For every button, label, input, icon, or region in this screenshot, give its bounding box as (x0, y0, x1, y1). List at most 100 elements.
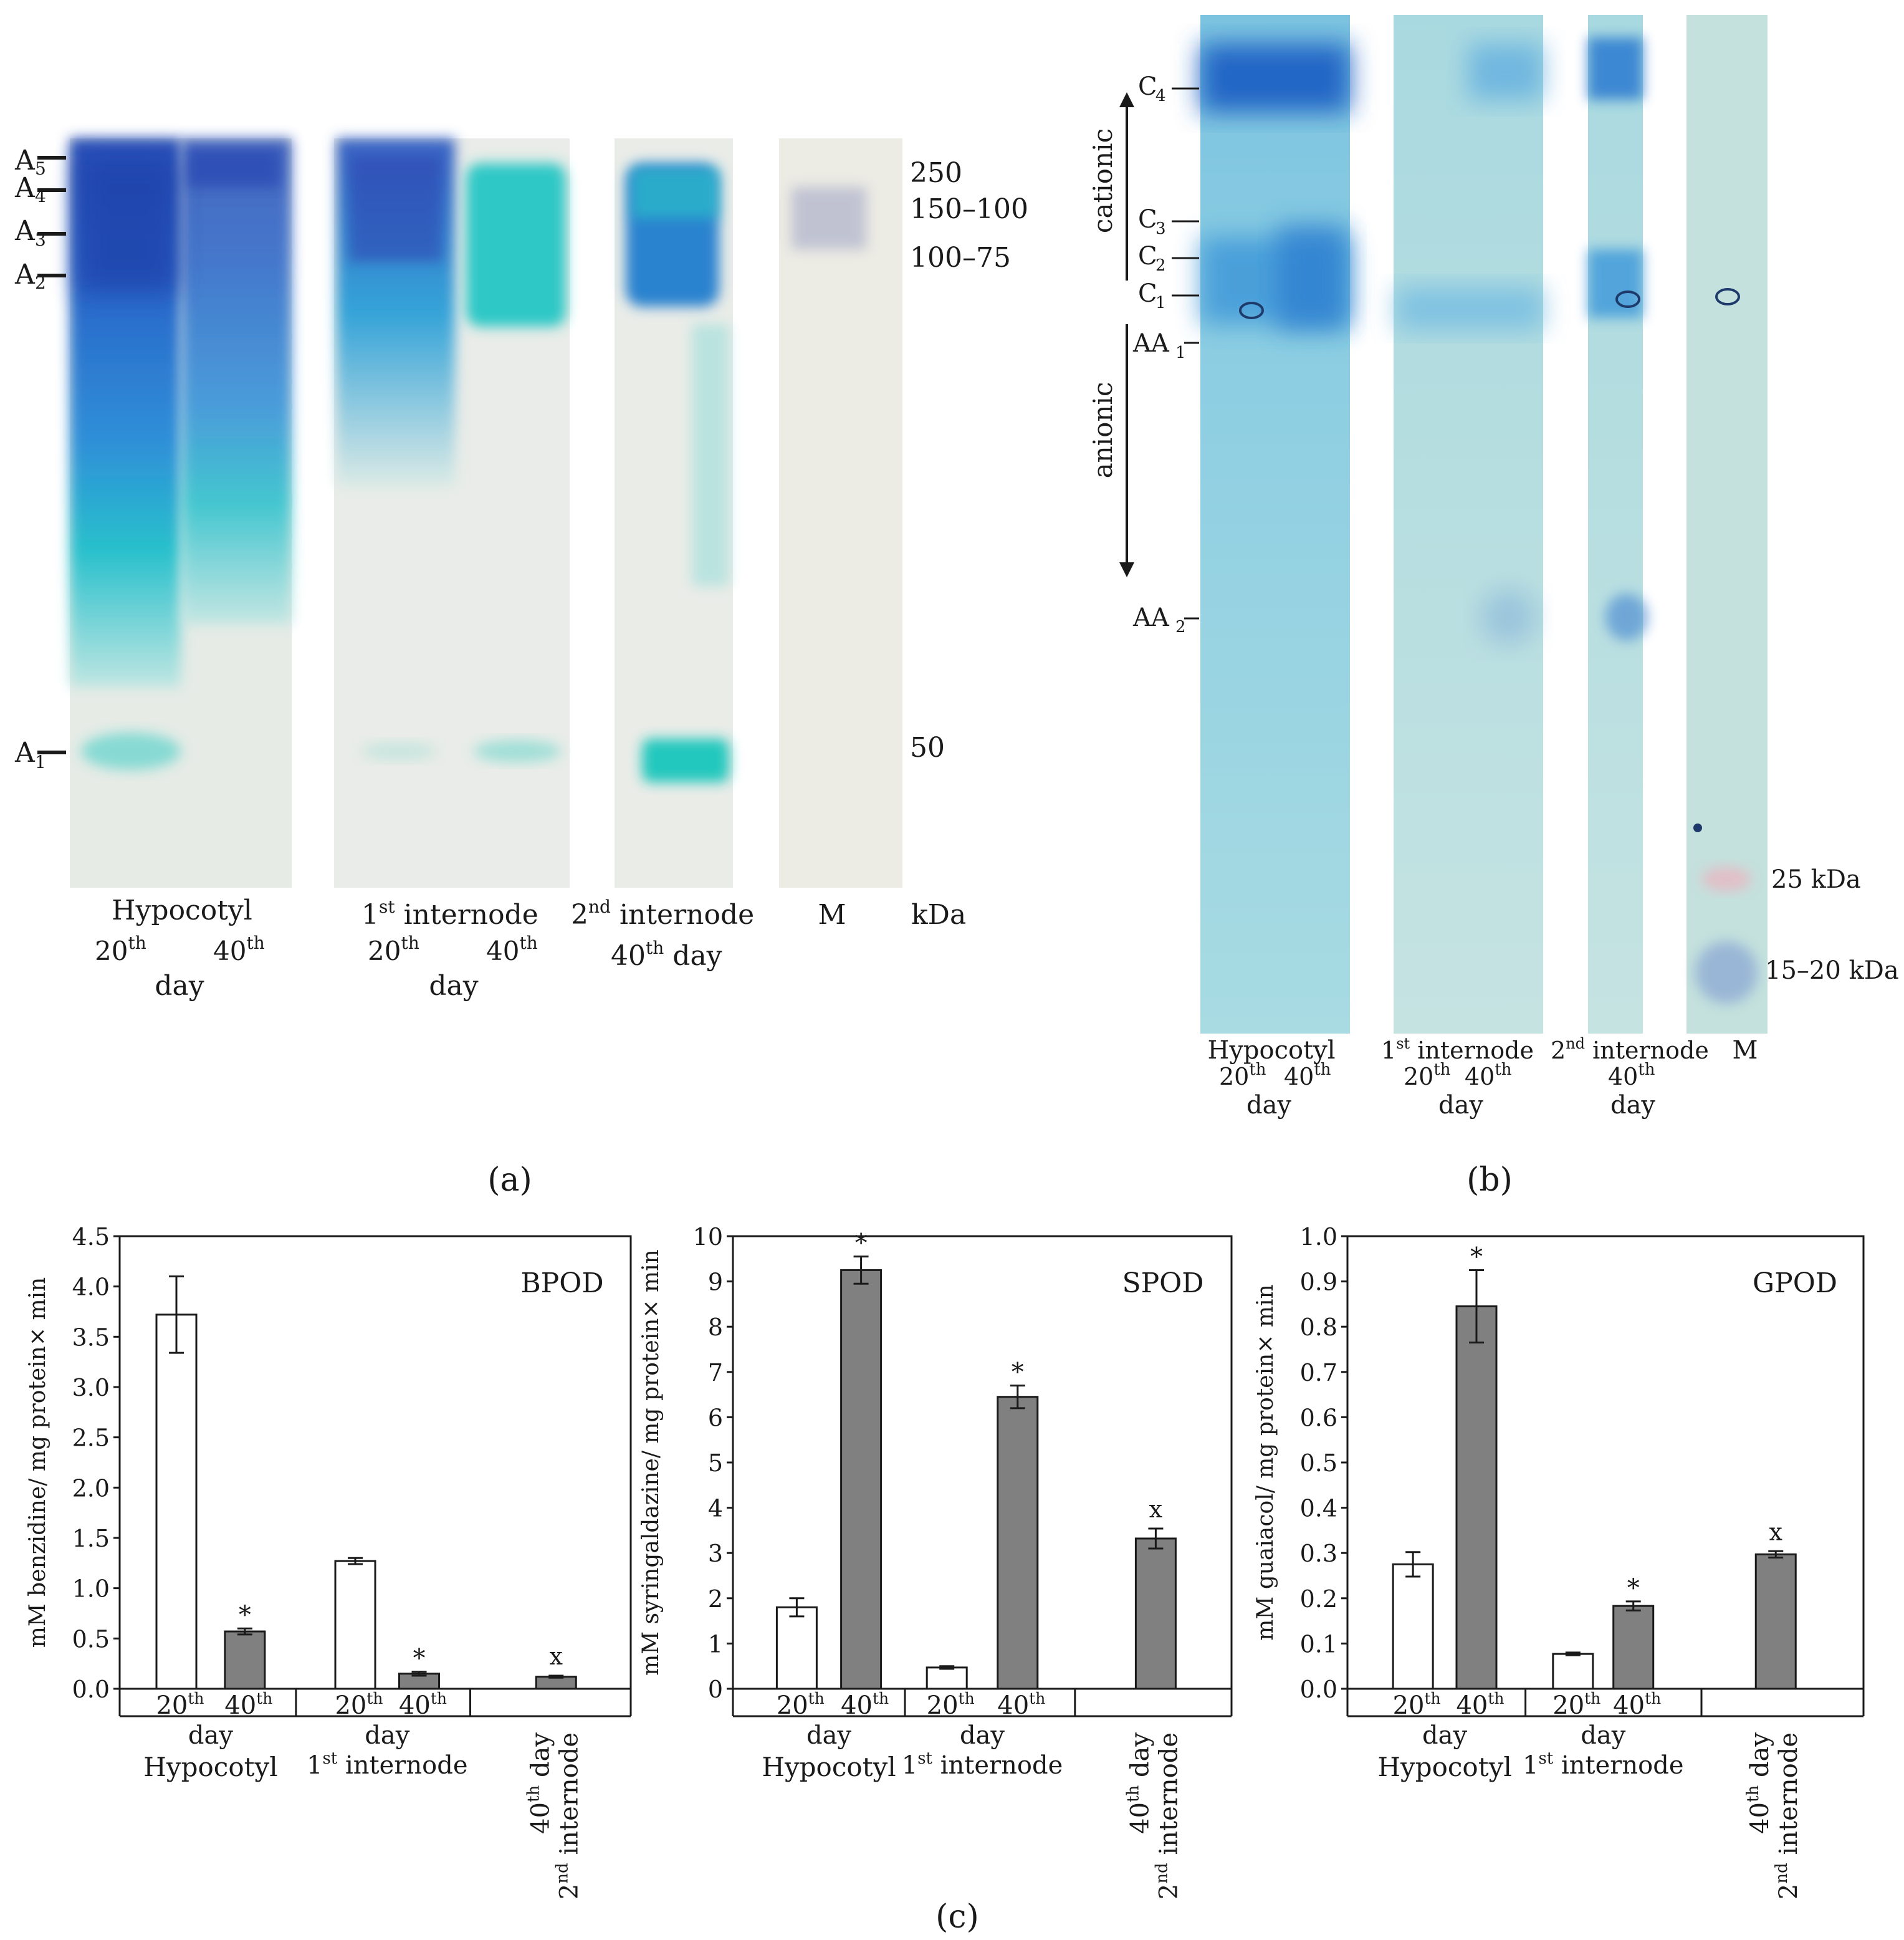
x-label-hypo-40: 40th (841, 1689, 889, 1720)
significance-mark: * (413, 1645, 426, 1673)
gel-a-internode2 (615, 138, 733, 888)
chart-spod: 0 1 2 3 4 5 6 7 8 9 10 mM syringaldazine/ mg protei… (638, 1223, 1233, 1899)
gel-b-hypocotyl (1200, 15, 1350, 1034)
band-a1-sub: 1 (35, 752, 46, 772)
lane-label-hypo-day20: 20th (95, 933, 146, 966)
y-tick-label: 1 (708, 1630, 723, 1658)
x-label-internode1: 1st internode (902, 1749, 1063, 1780)
int2-day-sup: th (646, 938, 664, 958)
significance-mark: x (550, 1643, 563, 1670)
gel-a-internode1 (334, 138, 570, 888)
y-tick-label: 0.0 (72, 1676, 110, 1703)
x-label-int2-day: 40th day (1124, 1732, 1154, 1834)
int1-num: 1 (361, 899, 379, 931)
x-label-int2-name: 2nd internode (553, 1732, 583, 1899)
x-label-int1-40: 40th (399, 1689, 447, 1720)
significance-mark: * (239, 1601, 251, 1630)
x-label-hypocotyl: Hypocotyl (1377, 1752, 1511, 1782)
y-tick-label: 7 (708, 1359, 723, 1386)
x-label-hypo-20: 20th (156, 1689, 204, 1720)
y-tick-label: 0.2 (1300, 1585, 1337, 1613)
band-label-c1: C1 (1138, 279, 1199, 312)
band-a2-main: A (14, 259, 36, 291)
band-c3-main: C (1138, 205, 1157, 234)
b-lane-int1-day: day (1438, 1091, 1483, 1120)
bar-1st-internode-20th (334, 1560, 376, 1690)
chart-title: BPOD (520, 1267, 603, 1299)
band-c2-sub: 2 (1155, 256, 1166, 275)
x-label-hypo-40: 40th (224, 1689, 272, 1720)
y-tick-label: 0.3 (1300, 1540, 1337, 1567)
int1-day40-num: 40 (486, 936, 519, 966)
y-tick-label: 8 (708, 1313, 723, 1341)
panel-c-charts: 0.0 0.5 1.0 1.5 2.0 2.5 3.0 3.5 4.0 4.5 mM benzidi… (25, 1223, 1865, 1899)
int2-day-num: 40 (611, 940, 646, 972)
cationic-label: cationic (1088, 128, 1118, 233)
b-int1-day20-sup: th (1433, 1060, 1450, 1079)
x-label-int1-40: 40th (1613, 1689, 1661, 1720)
b-int2-rest: internode (1585, 1037, 1709, 1064)
x-label-int2-day: 40th day (524, 1732, 555, 1834)
marker-size-25kda: 25 kDa (1771, 865, 1861, 894)
anionic-label: anionic (1088, 382, 1118, 479)
x-label-hypo-day: day (1422, 1721, 1467, 1750)
band-c4-main: C (1138, 72, 1157, 101)
x-label-int1-20: 20th (1552, 1689, 1600, 1720)
y-tick-label: 2 (708, 1585, 723, 1613)
x-label-hypo-40: 40th (1456, 1689, 1504, 1720)
y-tick-label: 0.0 (1300, 1676, 1337, 1703)
y-tick-label: 0.4 (1300, 1495, 1337, 1522)
b-int1-day40-num: 40 (1465, 1063, 1495, 1090)
chart-bpod: 0.0 0.5 1.0 1.5 2.0 2.5 3.0 3.5 4.0 4.5 mM benzidi… (25, 1223, 632, 1899)
bar-1st-internode-20th (1552, 1653, 1594, 1690)
bar-hypocotyl-20th (1392, 1563, 1434, 1690)
y-axis-label: mM guaiacol/ mg protein× min (1253, 1284, 1278, 1641)
significance-mark: x (1769, 1518, 1782, 1545)
bar-hypocotyl-40th (224, 1630, 266, 1690)
y-tick-label: 0.5 (72, 1625, 110, 1653)
band-a5-sub: 5 (35, 158, 46, 179)
band-c4-sub: 4 (1155, 87, 1166, 105)
y-axis-label: mM syringaldazine/ mg protein× min (638, 1249, 664, 1676)
lane-label-int1-day20: 20th (368, 933, 419, 966)
b-int2-day-sup: th (1638, 1060, 1655, 1079)
y-axis-label: mM benzidine/ mg protein× min (25, 1277, 50, 1648)
b-int2-num: 2 (1551, 1037, 1566, 1064)
gel-b-marker (1686, 15, 1768, 1034)
bar-hypocotyl-20th (775, 1606, 818, 1690)
b-int1-sup: st (1396, 1035, 1410, 1052)
y-tick-label: 3.5 (72, 1323, 110, 1351)
hypo-day20-sup: th (128, 933, 146, 953)
gel-b-internode1 (1394, 15, 1543, 1034)
x-label-int1-20: 20th (927, 1689, 975, 1720)
x-label-int1-day: day (365, 1721, 409, 1750)
x-label-internode1: 1st internode (307, 1749, 468, 1780)
int2-rest: internode (611, 899, 754, 931)
hypo-day40-num: 40 (213, 936, 246, 966)
bar-2nd-internode-40th (1134, 1537, 1177, 1690)
b-lane-hypo-day20: 20th (1219, 1060, 1266, 1090)
hypo-day40-sup: th (246, 933, 264, 953)
band-a4-main: A (14, 172, 36, 204)
b-lane-int2-day: day (1610, 1091, 1655, 1120)
bar-2nd-internode-40th (1754, 1553, 1797, 1690)
panel-b-gels: cationic anionic C4 C3 C2 C1 AA 1 AA 2 25 … (1088, 15, 1899, 1199)
b-lane-marker: M (1733, 1036, 1758, 1065)
lane-label-internode2: 2nd internode (571, 896, 754, 931)
b-int2-sup: nd (1566, 1035, 1585, 1052)
b-int1-rest: internode (1410, 1037, 1534, 1064)
band-aa2-sub: 2 (1175, 618, 1186, 636)
int1-day40-sup: th (519, 933, 537, 953)
bar-1st-internode-20th (926, 1666, 968, 1690)
x-label-int1-20: 20th (335, 1689, 383, 1720)
significance-mark: x (1149, 1496, 1162, 1523)
band-a2-sub: 2 (35, 272, 46, 293)
b-hypo-day20-num: 20 (1219, 1063, 1249, 1090)
band-label-c4: C4 (1138, 72, 1199, 105)
band-c1-main: C (1138, 279, 1157, 308)
chart-gpod: 0.0 0.1 0.2 0.3 0.4 0.5 0.6 0.7 0.8 0.9 1.0 mM guai… (1253, 1223, 1865, 1899)
band-label-aa2: AA 2 (1132, 603, 1199, 636)
b-lane-int1-day40: 40th (1465, 1060, 1512, 1090)
